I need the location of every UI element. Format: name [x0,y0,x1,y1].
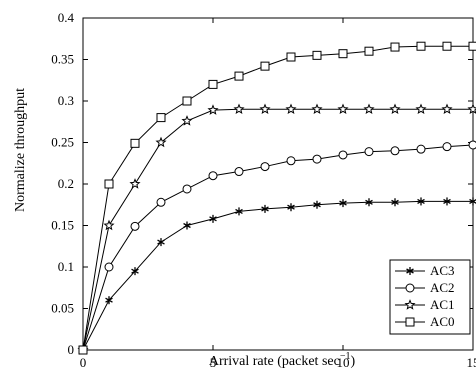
x-axis-label: Arrival rate (packet sec−1) [209,351,356,369]
data-point-ac1 [155,136,167,148]
data-point-ac0 [260,61,270,71]
data-point-ac2 [156,197,166,207]
data-point-ac1 [181,115,193,126]
data-point-ac0 [468,41,476,51]
data-point-ac3 [469,197,476,206]
data-point-ac0 [104,179,114,189]
data-point-ac0 [338,49,348,59]
data-point-ac0 [364,46,374,56]
data-point-ac2 [208,171,218,181]
legend-entry-ac2: AC2 [395,280,455,295]
data-point-ac3 [417,197,425,206]
data-point-ac1 [441,103,453,115]
legend-marker [405,317,415,327]
data-point-ac2 [416,144,426,154]
data-point-ac3 [183,221,191,230]
data-point-ac2 [260,162,270,172]
data-point-ac0 [312,50,322,60]
y-tick-label: 0.05 [51,301,74,316]
data-point-ac0 [130,138,140,148]
data-point-ac3 [105,296,113,305]
legend-entry-ac3: AC3 [395,263,455,278]
legend-marker [406,267,414,275]
data-point-ac0 [182,96,192,106]
data-point-ac3 [131,267,139,276]
data-point-ac3 [313,200,321,209]
data-point-ac0 [78,345,88,355]
data-point-ac3 [209,214,217,223]
x-tick-label: 0 [80,355,87,370]
data-point-ac0 [390,42,400,52]
series-line-ac3 [82,200,473,351]
data-point-ac0 [286,52,296,62]
legend-marker [405,283,415,293]
data-point-ac0 [234,71,244,81]
data-point-ac2 [338,150,348,160]
data-point-ac1 [389,103,401,115]
data-point-ac1 [129,178,141,189]
y-tick-label: 0.4 [58,10,75,25]
data-point-ac2 [286,156,296,166]
data-point-ac3 [235,207,243,216]
y-tick-label: 0.15 [51,218,74,233]
legend-entry-ac1: AC1 [395,297,455,312]
data-point-ac2 [468,140,476,150]
data-point-ac1 [207,104,219,115]
series-line-ac1 [82,108,473,351]
data-point-ac3 [261,204,269,213]
data-point-ac0 [442,41,452,51]
data-point-ac3 [365,198,373,207]
data-point-ac1 [337,103,349,115]
legend: AC3 AC2 AC1 AC0 [389,259,471,335]
x-tick-label: 15 [467,355,476,370]
data-point-ac0 [208,79,218,89]
legend-label: AC0 [430,314,455,329]
x-axis-label-sup: −1 [340,351,351,362]
series-layer [77,41,476,355]
x-axis-label-main: Arrival rate (packet sec [209,354,340,369]
y-tick-label: 0.3 [58,93,74,108]
data-point-ac3 [157,238,165,247]
data-point-ac1 [233,103,245,115]
data-point-ac2 [312,154,322,164]
data-point-ac2 [364,147,374,157]
data-point-ac1 [311,103,323,115]
y-tick-label: 0.2 [58,176,74,191]
data-point-ac2 [234,167,244,177]
legend-label: AC2 [430,280,455,295]
data-point-ac2 [104,262,114,272]
x-tick-label: 10 [337,355,350,370]
x-tick-label: 5 [210,355,217,370]
data-point-ac0 [156,113,166,123]
legend-label: AC1 [430,297,455,312]
series-ac0 [78,41,476,355]
data-point-ac1 [415,103,427,115]
data-point-ac0 [416,41,426,51]
series-line-ac0 [82,45,473,351]
legend-label: AC3 [430,263,455,278]
data-point-ac1 [285,103,297,115]
data-point-ac2 [390,146,400,156]
data-point-ac3 [287,203,295,212]
data-point-ac2 [442,142,452,152]
legend-entry-ac0: AC0 [395,314,455,329]
y-tick-label: 0 [68,342,75,357]
data-point-ac1 [259,103,271,115]
series-line-ac2 [82,144,474,351]
data-point-ac2 [182,184,192,194]
data-point-ac3 [339,199,347,208]
x-axis-label-close: ) [350,354,355,369]
y-tick-label: 0.1 [58,259,74,274]
y-tick-label: 0.25 [51,135,74,150]
data-point-ac1 [103,219,115,231]
data-point-ac1 [467,103,476,115]
y-tick-label: 0.35 [51,52,74,67]
data-point-ac1 [363,103,375,115]
legend-marker [404,299,416,310]
y-axis-label: Normalize throughput [13,88,28,212]
data-point-ac3 [391,198,399,207]
data-point-ac2 [130,221,140,231]
data-point-ac3 [443,197,451,206]
